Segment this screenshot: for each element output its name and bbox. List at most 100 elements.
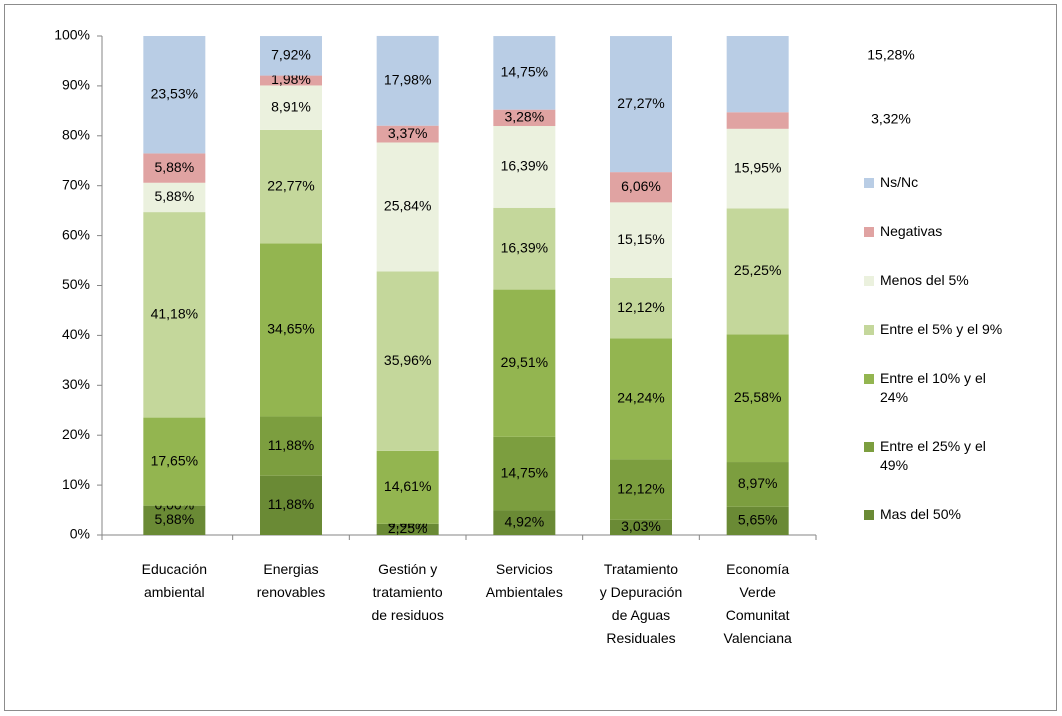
bar-segment [726,208,789,335]
bar-segment [726,334,789,463]
bar-segment [376,125,439,143]
x-tick-label: Educación ambiental [142,561,207,600]
data-label: 6,06% [621,178,661,194]
data-label: 16,39% [501,158,548,174]
data-label: 5,88% [154,188,194,204]
data-label: 23,53% [151,85,198,101]
legend-swatch [864,178,874,188]
data-label: 8,97% [738,475,778,491]
data-label: 14,75% [501,464,548,480]
data-label: 3,03% [621,518,661,534]
data-label: 14,61% [384,478,431,494]
data-label: 7,92% [271,47,311,63]
y-tick-label: 80% [62,127,90,143]
bar-segment [726,128,789,209]
bar-segment [493,207,556,290]
legend-label: Ns/Nc [880,174,918,190]
data-label: 41,18% [151,306,198,322]
bar-segment [260,75,322,86]
legend-label: Mas del 50% [880,506,961,522]
legend-label: Menos del 5% [880,272,969,288]
bar-segment [493,510,556,535]
legend-swatch [864,276,874,286]
data-label: 25,58% [734,389,781,405]
data-label: 8,91% [271,98,311,114]
data-label: 4,92% [504,513,544,529]
bar-segment [726,462,789,507]
legend-swatch [864,374,874,384]
bar-segment [260,243,322,417]
bar-segment [376,450,439,524]
y-tick-label: 50% [62,276,90,292]
data-label: 5,65% [738,512,778,528]
data-label: 17,98% [384,72,431,88]
bar-segment [143,212,206,418]
legend-swatch [864,227,874,237]
legend-label: Entre el 5% y el 9% [880,321,1002,337]
bar-segment [376,271,439,451]
data-label: 25,84% [384,198,431,214]
bar-segment [143,153,206,183]
bar-segment [260,129,322,244]
data-label: 11,88% [268,437,314,453]
bar-segment [610,519,672,535]
legend-swatch [864,442,874,452]
data-label: 17,65% [151,452,198,468]
data-label: 15,15% [617,231,664,247]
bar-segment [726,36,789,113]
data-label: 12,12% [617,299,664,315]
bar-segment [610,202,672,278]
y-tick-label: 60% [62,226,90,242]
data-label: 14,75% [501,64,548,80]
data-label: 11,88% [268,496,314,512]
legend-label: Entre el 25% y el 49% [880,438,986,473]
bar-segment [493,289,556,437]
y-tick-label: 100% [54,27,90,43]
bar-segment [260,36,322,76]
bar-segment [376,35,439,126]
legend-label: Negativas [880,223,942,239]
bar-segment [493,126,556,208]
y-tick-label: 10% [62,476,90,492]
bar-segment [726,506,789,535]
bar-segment [493,436,556,511]
x-tick-label: Energias renovables [257,561,326,600]
data-label: 22,77% [267,177,314,193]
data-label: 5,88% [154,511,194,527]
data-label: 34,65% [267,321,314,337]
legend-swatch [864,325,874,335]
bar-segment [493,109,556,127]
data-label: 27,27% [617,95,664,111]
bar-segment [610,338,672,460]
y-tick-label: 70% [62,176,90,192]
data-label: 3,37% [388,125,428,141]
y-tick-label: 90% [62,77,90,93]
legend-label: Entre el 10% y el 24% [880,370,986,405]
data-label: 12,12% [617,480,664,496]
x-tick-label: Tratamiento y Depuración de Aguas Residuale… [600,561,683,646]
legend-swatch [864,510,874,520]
bar-segment [610,36,672,173]
y-tick-label: 0% [70,526,90,542]
bar-segment [610,277,672,339]
bar-segment [260,475,322,535]
data-label: 2,25% [388,520,428,536]
x-tick-label: Economía Verde Comunitat Valenciana [724,561,792,646]
y-tick-label: 40% [62,326,90,342]
data-label: 16,39% [501,239,548,255]
bar-segment [376,523,439,535]
bar-segment [143,505,206,535]
y-tick-label: 30% [62,376,90,392]
data-label: 5,88% [154,159,194,175]
data-label: 15,95% [734,159,781,175]
bar-segment [143,36,206,154]
x-tick-label: Servicios Ambientales [486,561,563,600]
y-tick-label: 20% [62,426,90,442]
bar-segment [260,416,322,476]
data-label: 15,28% [867,47,914,63]
data-label: 24,24% [617,390,664,406]
bar-segment [493,36,556,110]
data-label: 25,25% [734,262,781,278]
bar-segment [610,459,672,520]
